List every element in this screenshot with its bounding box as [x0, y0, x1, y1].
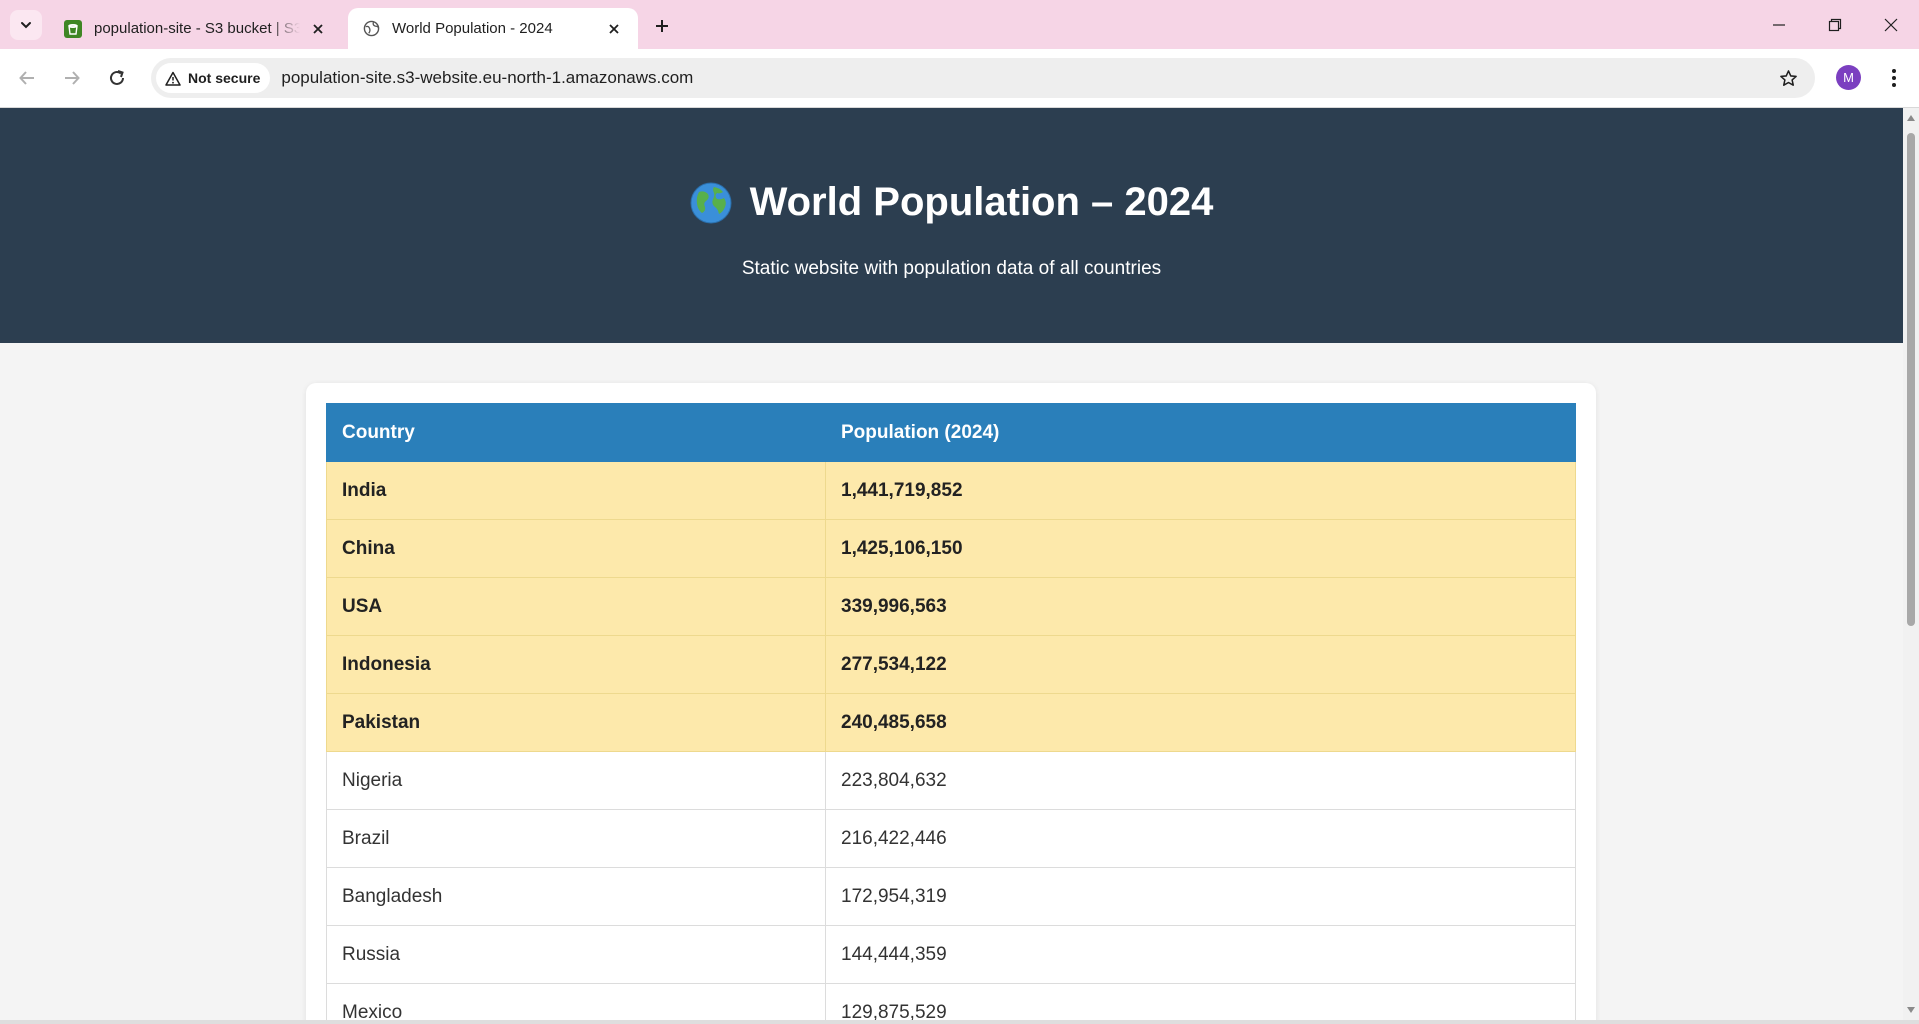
table-row: China 1,425,106,150: [326, 519, 1576, 578]
page-scrollbar[interactable]: [1903, 108, 1919, 1020]
minimize-icon: [1773, 23, 1785, 26]
table-row: Indonesia 277,534,122: [326, 635, 1576, 694]
country-cell: India: [326, 461, 826, 520]
restore-icon: [1828, 18, 1842, 31]
back-button[interactable]: [10, 61, 44, 95]
warning-icon: [165, 71, 181, 86]
tab-search-button[interactable]: [10, 10, 42, 40]
population-cell: 223,804,632: [825, 751, 1576, 810]
globe-emoji-icon: [690, 182, 732, 224]
population-cell: 1,441,719,852: [825, 461, 1576, 520]
chevron-down-icon: [21, 22, 31, 29]
page-title-text: World Population – 2024: [749, 180, 1214, 224]
column-header-country: Country: [326, 403, 826, 462]
table-row: Brazil 216,422,446: [326, 809, 1576, 868]
star-icon: [1779, 69, 1797, 86]
minimize-button[interactable]: [1751, 0, 1807, 49]
plus-icon: [656, 20, 668, 32]
page-viewport: World Population – 2024 Static website w…: [0, 108, 1903, 1020]
table-header-row: Country Population (2024): [326, 403, 1576, 462]
population-cell: 172,954,319: [825, 867, 1576, 926]
tab-strip: population-site - S3 bucket | S3 World P…: [0, 0, 1919, 49]
tab-world-population[interactable]: World Population - 2024: [348, 8, 638, 49]
column-header-population: Population (2024): [825, 403, 1576, 462]
tab-title: population-site - S3 bucket | S3: [94, 20, 300, 37]
new-tab-button[interactable]: [648, 12, 676, 40]
country-cell: Bangladesh: [326, 867, 826, 926]
country-cell: Brazil: [326, 809, 826, 868]
table-row: Russia 144,444,359: [326, 925, 1576, 984]
population-cell: 339,996,563: [825, 577, 1576, 636]
address-bar[interactable]: Not secure population-site.s3-website.eu…: [151, 58, 1815, 98]
more-vertical-icon: [1892, 69, 1896, 87]
arrow-right-icon: [65, 71, 80, 85]
country-cell: Russia: [326, 925, 826, 984]
close-icon: [1884, 18, 1898, 31]
reload-button[interactable]: [100, 61, 134, 95]
population-card: Country Population (2024) India 1,441,71…: [306, 383, 1596, 1020]
page-header: World Population – 2024 Static website w…: [0, 108, 1903, 343]
browser-toolbar: Not secure population-site.s3-website.eu…: [0, 49, 1919, 108]
population-cell: 277,534,122: [825, 635, 1576, 694]
close-tab-icon[interactable]: [308, 19, 328, 39]
population-table: Country Population (2024) India 1,441,71…: [326, 403, 1576, 1020]
table-row: Mexico 129,875,529: [326, 983, 1576, 1020]
restore-button[interactable]: [1807, 0, 1863, 49]
bookmark-button[interactable]: [1777, 67, 1799, 89]
close-tab-icon[interactable]: [604, 19, 624, 39]
country-cell: Pakistan: [326, 693, 826, 752]
site-info-chip[interactable]: Not secure: [156, 63, 271, 93]
globe-icon: [362, 20, 380, 38]
country-cell: Indonesia: [326, 635, 826, 694]
population-cell: 144,444,359: [825, 925, 1576, 984]
table-row: Pakistan 240,485,658: [326, 693, 1576, 752]
page-subtitle: Static website with population data of a…: [741, 258, 1162, 279]
population-cell: 1,425,106,150: [825, 519, 1576, 578]
country-cell: USA: [326, 577, 826, 636]
close-window-button[interactable]: [1863, 0, 1919, 49]
profile-avatar[interactable]: M: [1836, 65, 1861, 90]
page-title: World Population – 2024: [0, 180, 1903, 225]
s3-bucket-icon: [64, 19, 82, 38]
table-row: Nigeria 223,804,632: [326, 751, 1576, 810]
tab-title: World Population - 2024: [392, 20, 553, 37]
population-cell: 216,422,446: [825, 809, 1576, 868]
table-row: Bangladesh 172,954,319: [326, 867, 1576, 926]
url-text[interactable]: population-site.s3-website.eu-north-1.am…: [281, 68, 694, 87]
population-cell: 240,485,658: [825, 693, 1576, 752]
table-row: India 1,441,719,852: [326, 461, 1576, 520]
country-cell: China: [326, 519, 826, 578]
arrow-left-icon: [19, 71, 34, 85]
scrollbar-thumb[interactable]: [1907, 133, 1915, 626]
scroll-up-arrow-icon[interactable]: [1906, 114, 1916, 122]
table-row: USA 339,996,563: [326, 577, 1576, 636]
scroll-down-arrow-icon[interactable]: [1906, 1006, 1916, 1014]
reload-icon: [110, 70, 124, 85]
window-bottom-edge: [0, 1020, 1919, 1024]
population-cell: 129,875,529: [825, 983, 1576, 1020]
security-label: Not secure: [188, 70, 261, 86]
browser-menu-button[interactable]: [1881, 65, 1907, 91]
forward-button[interactable]: [55, 61, 89, 95]
tab-s3-bucket[interactable]: population-site - S3 bucket | S3: [50, 8, 342, 49]
country-cell: Nigeria: [326, 751, 826, 810]
country-cell: Mexico: [326, 983, 826, 1020]
